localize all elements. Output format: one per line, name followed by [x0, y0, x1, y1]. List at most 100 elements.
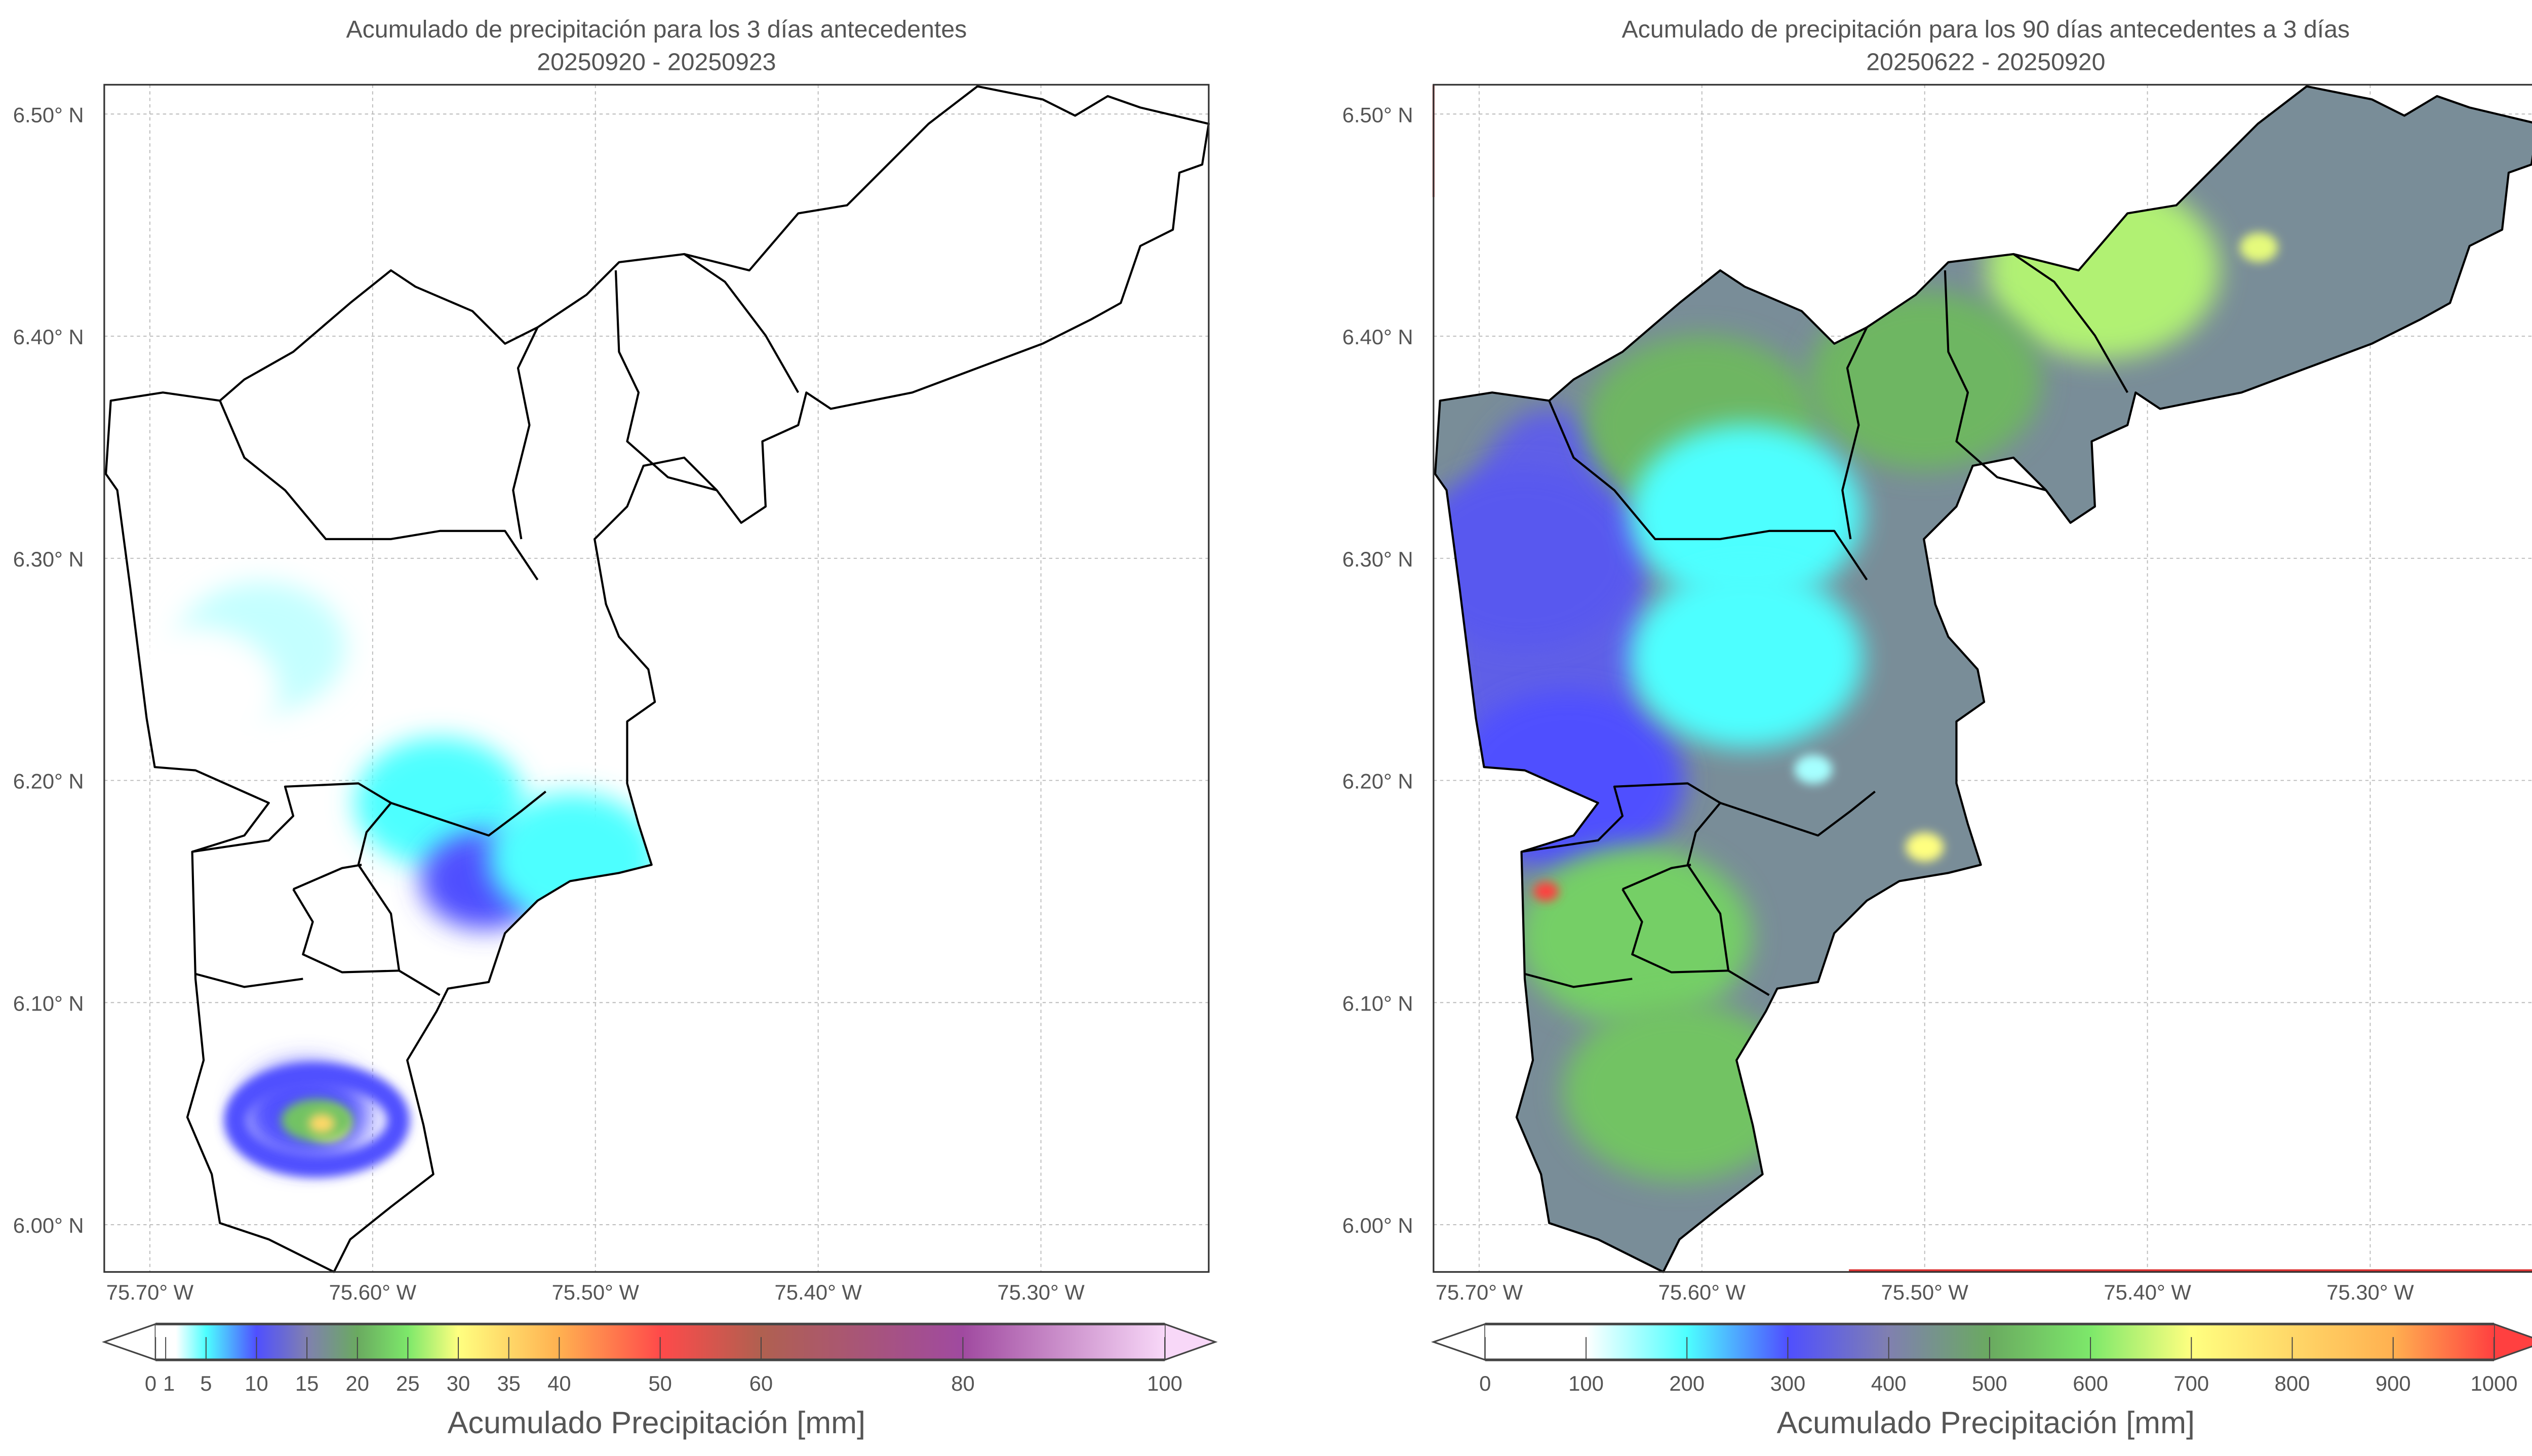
colorbar-min-arrow — [1431, 1323, 1486, 1361]
lat-tick-label: 6.50° N — [1342, 103, 1413, 127]
colorbar-min-arrow — [101, 1323, 156, 1361]
colorbar-tick-label: 1 — [163, 1371, 175, 1395]
colorbar-tick-label: 5 — [200, 1371, 212, 1395]
lat-tick-label: 6.20° N — [13, 770, 84, 793]
subbasin-boundary — [2012, 253, 2129, 393]
lon-tick-label: 75.60° W — [1658, 1280, 1746, 1304]
colorbar-tick-label: 1000 — [2470, 1371, 2517, 1395]
colorbar-tick-label: 300 — [1770, 1371, 1806, 1395]
subbasin-boundary — [293, 864, 362, 891]
colorbar: 0 1 5 10 15 20 25 30 35 40 50 60 80 100 — [101, 1322, 1218, 1395]
precip-peak — [308, 1114, 335, 1134]
lat-tick-label: 6.30° N — [13, 547, 84, 571]
lon-tick-label: 75.70° W — [106, 1280, 194, 1304]
lon-tick-label: 75.50° W — [552, 1280, 640, 1304]
precip-hotspot — [1808, 291, 2041, 470]
lon-tick-label: 75.30° W — [997, 1280, 1085, 1304]
lat-tick-label: 6.00° N — [1342, 1214, 1413, 1237]
colorbar-tick-label: 80 — [951, 1371, 975, 1395]
precip-hotspot — [488, 793, 658, 923]
colorbar-tick-label: 35 — [497, 1371, 521, 1395]
panel-title: Acumulado de precipitación para los 3 dí… — [346, 16, 967, 43]
subbasin-boundary — [683, 253, 800, 393]
colorbar-tick-label: 60 — [749, 1371, 773, 1395]
colorbar-label: Acumulado Precipitación [mm] — [1777, 1405, 2195, 1440]
map-frame — [103, 84, 1210, 1273]
lon-tick-label: 75.40° W — [774, 1280, 862, 1304]
colorbar-tick-label: 900 — [2376, 1371, 2411, 1395]
precip-hotspot — [1906, 832, 1944, 862]
precip-contour — [224, 1063, 410, 1178]
panel-90day: Acumulado de precipitación para los 90 d… — [1342, 16, 2532, 1440]
precip-hotspot — [1630, 424, 1863, 603]
precip-hotspot — [1435, 468, 1640, 648]
basin-boundaries — [105, 85, 1210, 1273]
panel-subtitle: 20250920 - 20250923 — [537, 48, 776, 75]
precip-hotspot — [1794, 754, 1833, 784]
lat-tick-label: 6.20° N — [1342, 770, 1413, 793]
basin-boundaries — [1434, 85, 2532, 1273]
lat-tick-label: 6.50° N — [13, 103, 84, 127]
colorbar-tick-label: 100 — [1147, 1371, 1182, 1395]
precip-hotspot — [1518, 846, 1752, 1026]
precip-field — [1435, 86, 2532, 1272]
precip-field — [109, 582, 658, 1178]
colorbar: 0 100 200 300 400 500 600 700 800 900 1000 — [1431, 1322, 2532, 1395]
precip-hotspot — [1533, 881, 1559, 902]
lon-tick-label: 75.70° W — [1436, 1280, 1523, 1304]
subbasin-boundary — [1548, 400, 1868, 581]
colorbar-tick-label: 600 — [2073, 1371, 2108, 1395]
basin-outline — [105, 85, 1210, 1273]
colorbar-tick-label: 10 — [245, 1371, 268, 1395]
subbasin-boundary — [1621, 888, 1729, 974]
panel-title: Acumulado de precipitación para los 90 d… — [1621, 16, 2350, 43]
colorbar-tick-label: 700 — [2173, 1371, 2209, 1395]
map-frame — [1433, 84, 2532, 1273]
panel-subtitle: 20250622 - 20250920 — [1866, 48, 2105, 75]
colorbar-tick-label: 25 — [396, 1371, 419, 1395]
lat-tick-label: 6.40° N — [13, 325, 84, 349]
subbasin-boundary — [1622, 864, 1691, 891]
lat-tick-label: 6.00° N — [13, 1214, 84, 1237]
colorbar-tick-label: 30 — [447, 1371, 470, 1395]
colorbar-max-arrow — [1164, 1323, 1218, 1361]
colorbar-tick-label: 15 — [295, 1371, 319, 1395]
subbasin-boundary — [390, 790, 546, 837]
subbasin-boundary — [512, 327, 539, 540]
lat-tick-label: 6.10° N — [1342, 991, 1413, 1015]
colorbar-label: Acumulado Precipitación [mm] — [448, 1405, 865, 1440]
colorbar-tick-label: 0 — [1479, 1371, 1491, 1395]
colorbar-tick-label: 40 — [547, 1371, 571, 1395]
colorbar-max-arrow — [2493, 1323, 2532, 1361]
subbasin-boundary — [1944, 270, 2046, 492]
colorbar-tick-label: 100 — [1568, 1371, 1604, 1395]
precip-hotspot — [1563, 1001, 1796, 1181]
colorbar-tick-label: 800 — [2275, 1371, 2310, 1395]
precip-hotspot — [109, 626, 280, 757]
precip-hotspot — [1630, 569, 1863, 748]
subbasin-boundary — [614, 270, 717, 492]
subbasin-boundary — [292, 888, 400, 974]
lat-tick-label: 6.30° N — [1342, 547, 1413, 571]
lat-tick-label: 6.10° N — [13, 991, 84, 1015]
subbasin-boundary — [1720, 790, 1876, 837]
subbasin-boundary — [219, 400, 539, 581]
colorbar-tick-label: 500 — [1972, 1371, 2007, 1395]
basin-outline — [1434, 85, 2532, 1273]
colorbar-tick-label: 50 — [648, 1371, 672, 1395]
lat-tick-label: 6.40° N — [1342, 325, 1413, 349]
colorbar-tick-label: 0 — [145, 1371, 156, 1395]
lon-tick-label: 75.40° W — [2104, 1280, 2191, 1304]
lon-tick-label: 75.50° W — [1881, 1280, 1969, 1304]
precip-hotspot — [2239, 232, 2278, 262]
panel-3day: Acumulado de precipitación para los 3 dí… — [13, 16, 1218, 1440]
colorbar-tick-label: 20 — [346, 1371, 370, 1395]
colorbar-tick-label: 200 — [1669, 1371, 1705, 1395]
colorbar-tick-label: 400 — [1871, 1371, 1907, 1395]
subbasin-boundary — [1524, 973, 1633, 988]
lon-tick-label: 75.30° W — [2326, 1280, 2414, 1304]
subbasin-boundary — [195, 973, 303, 988]
subbasin-boundary — [1841, 327, 1868, 540]
lon-tick-label: 75.60° W — [329, 1280, 417, 1304]
